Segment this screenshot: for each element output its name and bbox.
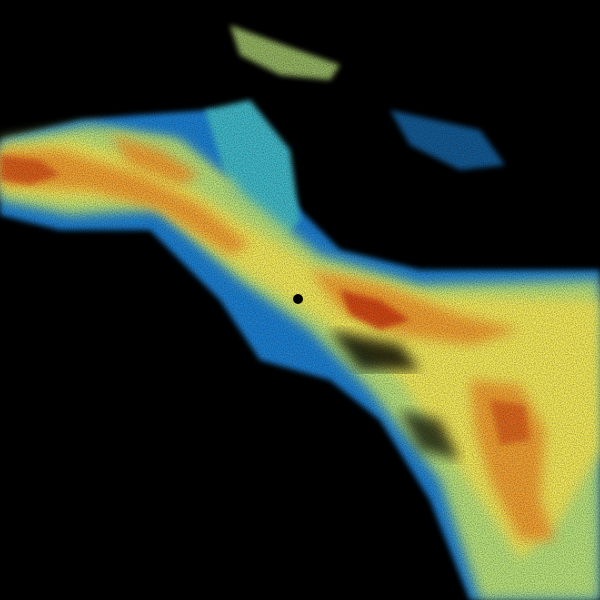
radar-site	[293, 294, 303, 304]
